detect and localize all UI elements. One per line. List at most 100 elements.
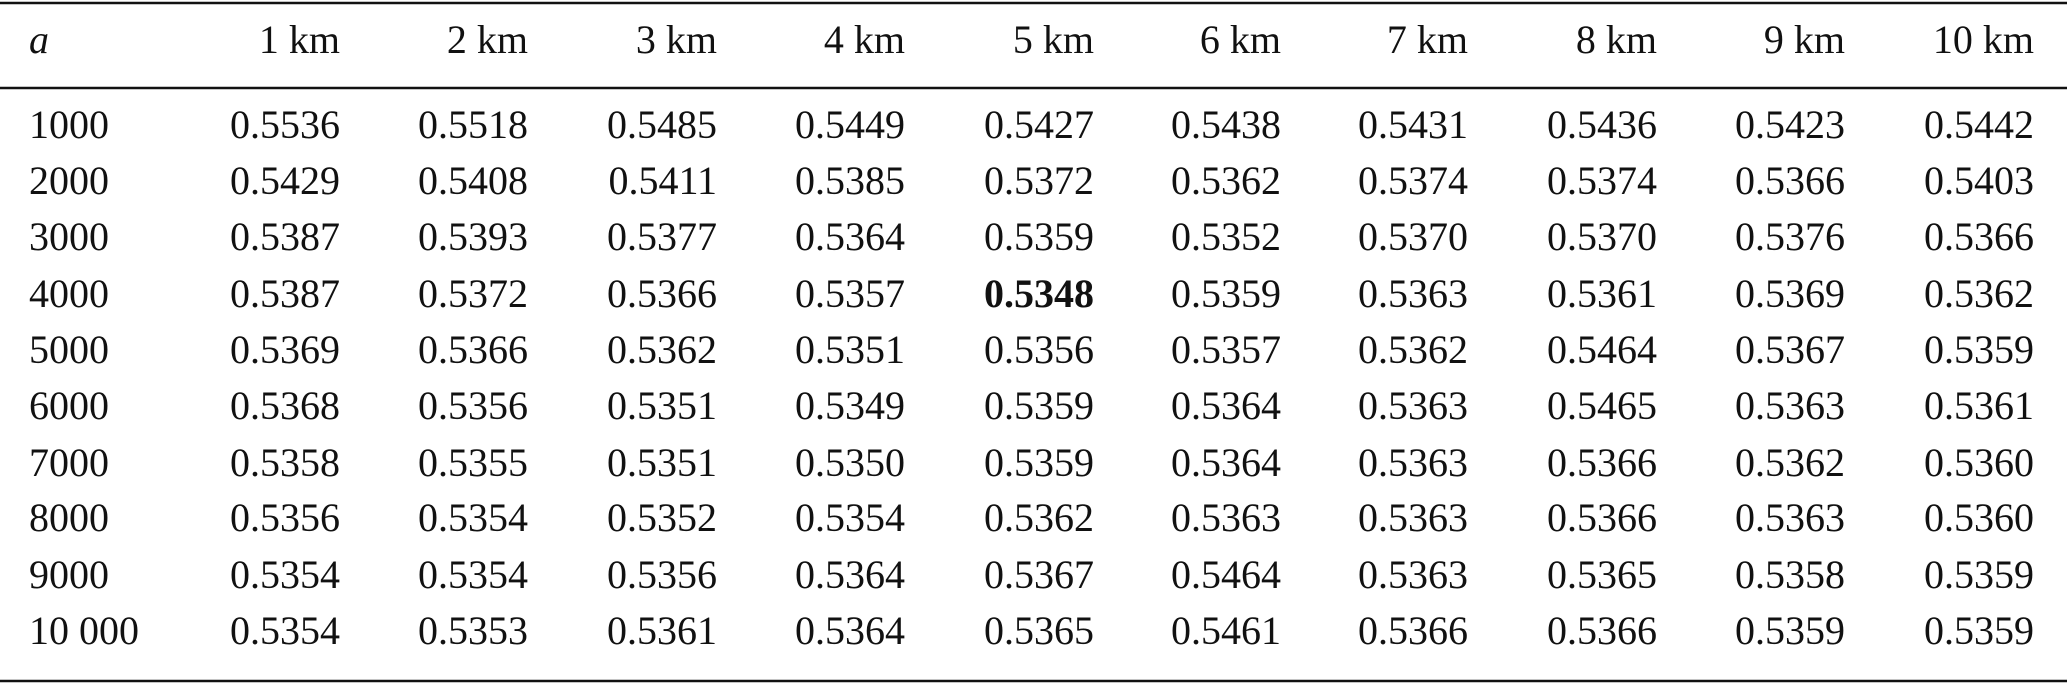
table-cell: 0.5363: [1171, 495, 1281, 540]
table-cell: 0.5369: [1735, 271, 1845, 316]
table-cell: 0.5372: [418, 271, 528, 316]
table-cell: 0.5449: [795, 102, 905, 147]
table-cell: 0.5366: [1547, 608, 1657, 653]
table-cell: 0.5387: [230, 214, 340, 259]
row-label: 6000: [29, 383, 109, 428]
table-cell: 0.5403: [1924, 158, 2034, 203]
table-cell: 0.5348: [984, 271, 1094, 316]
table-cell: 0.5366: [418, 327, 528, 372]
table-cell: 0.5363: [1358, 271, 1468, 316]
row-label: 4000: [29, 271, 109, 316]
table-cell: 0.5356: [607, 552, 717, 597]
table-cell: 0.5370: [1358, 214, 1468, 259]
table-cell: 0.5436: [1547, 102, 1657, 147]
table-cell: 0.5374: [1547, 158, 1657, 203]
table-cell: 0.5354: [795, 495, 905, 540]
table-cell: 0.5361: [1547, 271, 1657, 316]
table-cell: 0.5465: [1547, 383, 1657, 428]
header-cell: 3 km: [636, 17, 717, 62]
table-cell: 0.5363: [1358, 383, 1468, 428]
table-cell: 0.5461: [1171, 608, 1281, 653]
row-label: 2000: [29, 158, 109, 203]
table-cell: 0.5376: [1735, 214, 1845, 259]
table-cell: 0.5349: [795, 383, 905, 428]
table-cell: 0.5411: [608, 158, 717, 203]
table-cell: 0.5352: [1171, 214, 1281, 259]
table-cell: 0.5354: [418, 552, 528, 597]
table-cell: 0.5357: [795, 271, 905, 316]
table-cell: 0.5369: [230, 327, 340, 372]
row-label: 10 000: [29, 608, 139, 653]
table-cell: 0.5361: [1924, 383, 2034, 428]
table-cell: 0.5362: [1171, 158, 1281, 203]
table-cell: 0.5359: [1171, 271, 1281, 316]
table-cell: 0.5364: [795, 214, 905, 259]
table-cell: 0.5364: [1171, 440, 1281, 485]
table-cell: 0.5366: [1547, 495, 1657, 540]
table-cell: 0.5359: [984, 214, 1094, 259]
table-cell: 0.5366: [1735, 158, 1845, 203]
table-cell: 0.5366: [607, 271, 717, 316]
table-cell: 0.5359: [1924, 552, 2034, 597]
table-cell: 0.5354: [418, 495, 528, 540]
header-cell: 2 km: [447, 17, 528, 62]
table-cell: 0.5387: [230, 271, 340, 316]
table-cell: 0.5360: [1924, 495, 2034, 540]
table-cell: 0.5367: [984, 552, 1094, 597]
table-cell: 0.5364: [795, 552, 905, 597]
table-cell: 0.5363: [1735, 495, 1845, 540]
header-cell: 5 km: [1013, 17, 1094, 62]
table-cell: 0.5442: [1924, 102, 2034, 147]
table-cell: 0.5464: [1171, 552, 1281, 597]
table-cell: 0.5357: [1171, 327, 1281, 372]
row-label: 1000: [29, 102, 109, 147]
table-cell: 0.5368: [230, 383, 340, 428]
table-cell: 0.5362: [984, 495, 1094, 540]
table-cell: 0.5366: [1358, 608, 1468, 653]
table-cell: 0.5359: [1924, 608, 2034, 653]
table-cell: 0.5536: [230, 102, 340, 147]
table-cell: 0.5363: [1358, 495, 1468, 540]
table-cell: 0.5363: [1358, 440, 1468, 485]
table-cell: 0.5363: [1735, 383, 1845, 428]
table-cell: 0.5356: [230, 495, 340, 540]
table-cell: 0.5366: [1547, 440, 1657, 485]
table-cell: 0.5358: [230, 440, 340, 485]
header-cell: 4 km: [824, 17, 905, 62]
table-cell: 0.5351: [607, 440, 717, 485]
table-cell: 0.5464: [1547, 327, 1657, 372]
row-label: 9000: [29, 552, 109, 597]
row-label: 5000: [29, 327, 109, 372]
row-label: 8000: [29, 495, 109, 540]
table-cell: 0.5385: [795, 158, 905, 203]
table-cell: 0.5367: [1735, 327, 1845, 372]
header-cell: a: [29, 17, 49, 62]
table-cell: 0.5364: [795, 608, 905, 653]
header-cell: 10 km: [1933, 17, 2034, 62]
table-cell: 0.5352: [607, 495, 717, 540]
table-cell: 0.5364: [1171, 383, 1281, 428]
table-cell: 0.5356: [418, 383, 528, 428]
table-cell: 0.5354: [230, 552, 340, 597]
table-cell: 0.5408: [418, 158, 528, 203]
table-cell: 0.5370: [1547, 214, 1657, 259]
table-cell: 0.5362: [1924, 271, 2034, 316]
table-cell: 0.5359: [1924, 327, 2034, 372]
table-cell: 0.5353: [418, 608, 528, 653]
table-cell: 0.5377: [607, 214, 717, 259]
table-cell: 0.5485: [607, 102, 717, 147]
table-cell: 0.5365: [984, 608, 1094, 653]
table-cell: 0.5354: [230, 608, 340, 653]
table-cell: 0.5363: [1358, 552, 1468, 597]
table-cell: 0.5362: [1735, 440, 1845, 485]
table-cell: 0.5429: [230, 158, 340, 203]
table-cell: 0.5438: [1171, 102, 1281, 147]
table-cell: 0.5423: [1735, 102, 1845, 147]
table-cell: 0.5362: [607, 327, 717, 372]
table-cell: 0.5374: [1358, 158, 1468, 203]
table-cell: 0.5358: [1735, 552, 1845, 597]
table-cell: 0.5360: [1924, 440, 2034, 485]
table-cell: 0.5372: [984, 158, 1094, 203]
